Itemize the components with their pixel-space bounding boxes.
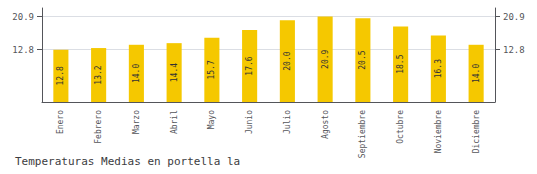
svg-text:Febrero: Febrero [94,110,103,144]
svg-text:Octubre: Octubre [396,110,405,144]
svg-text:16.3: 16.3 [434,59,443,78]
svg-text:20.9: 20.9 [12,12,34,22]
svg-text:13.2: 13.2 [94,65,103,84]
svg-text:Septiembre: Septiembre [358,110,367,158]
svg-text:12.8: 12.8 [12,45,34,55]
svg-text:20.5: 20.5 [358,50,367,69]
svg-text:12.8: 12.8 [503,45,525,55]
svg-text:Mayo: Mayo [207,110,216,129]
svg-text:Temperaturas Medias en portell: Temperaturas Medias en portella la [15,155,240,168]
svg-text:Diciembre: Diciembre [472,110,481,154]
svg-text:12.8: 12.8 [56,66,65,85]
svg-text:Junio: Junio [245,110,254,134]
svg-text:Agosto: Agosto [321,110,330,139]
svg-text:20.9: 20.9 [503,12,525,22]
svg-text:15.7: 15.7 [207,60,216,79]
svg-text:Abril: Abril [170,110,179,134]
svg-text:Julio: Julio [283,110,292,134]
svg-text:Marzo: Marzo [132,110,141,134]
svg-text:14.0: 14.0 [472,64,481,83]
svg-text:20.0: 20.0 [283,51,292,70]
svg-text:14.0: 14.0 [132,64,141,83]
svg-text:Noviembre: Noviembre [434,110,443,154]
svg-text:14.4: 14.4 [170,63,179,82]
svg-text:18.5: 18.5 [396,54,405,73]
svg-text:Enero: Enero [56,110,65,134]
svg-text:20.9: 20.9 [321,49,330,68]
svg-text:17.6: 17.6 [245,56,254,75]
